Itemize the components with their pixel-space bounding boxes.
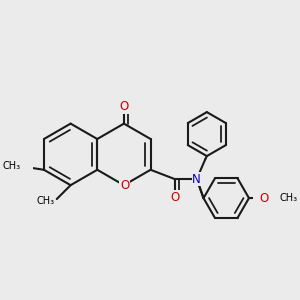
Text: CH₃: CH₃ <box>36 196 55 206</box>
Text: O: O <box>259 192 268 205</box>
Text: O: O <box>170 191 179 204</box>
Text: O: O <box>120 179 129 192</box>
Text: CH₃: CH₃ <box>279 193 297 203</box>
Text: N: N <box>192 172 201 185</box>
Text: CH₃: CH₃ <box>2 161 20 171</box>
Text: O: O <box>119 100 129 113</box>
